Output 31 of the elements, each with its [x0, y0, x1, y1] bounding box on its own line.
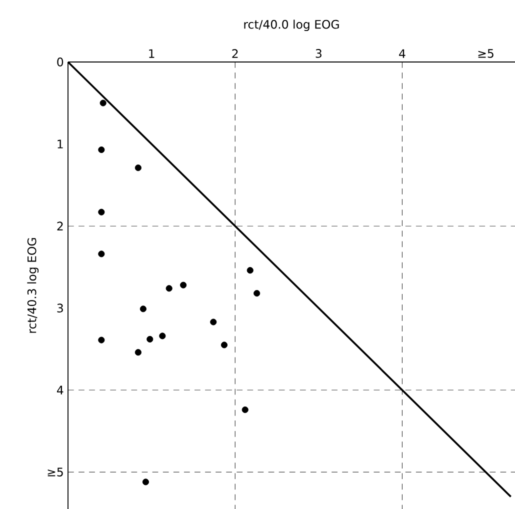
point: [246, 267, 254, 274]
point: [98, 336, 105, 344]
point: [254, 290, 260, 297]
x-tick-label: 1: [149, 49, 154, 58]
point: [220, 342, 228, 348]
point: [100, 100, 106, 106]
point: [166, 285, 172, 292]
point: [159, 332, 166, 340]
y-axis-title: rct/40.3 log EOG: [27, 238, 39, 333]
point: [142, 478, 149, 486]
x-tick-label: 2: [232, 49, 238, 58]
y-tick-label: 4: [56, 386, 64, 394]
y-tick-label: ≥5: [48, 468, 63, 476]
x-axis-title: rct/40.0 log EOG: [244, 20, 339, 32]
y-tick-label: 0: [57, 58, 64, 66]
x-tick-label: ≥5: [478, 49, 494, 58]
point: [98, 250, 105, 258]
point: [146, 336, 154, 343]
point: [98, 208, 105, 216]
point: [98, 146, 105, 154]
point: [242, 406, 248, 414]
y-tick-label: 3: [57, 304, 63, 312]
point: [180, 282, 187, 288]
y-tick-label: 1: [58, 140, 63, 148]
point: [134, 164, 142, 172]
point: [140, 306, 146, 312]
x-tick-label: 3: [316, 48, 322, 58]
x-tick-label: 4: [399, 49, 406, 58]
y-tick-label: 2: [57, 222, 63, 230]
point: [210, 318, 217, 326]
point: [134, 349, 142, 356]
